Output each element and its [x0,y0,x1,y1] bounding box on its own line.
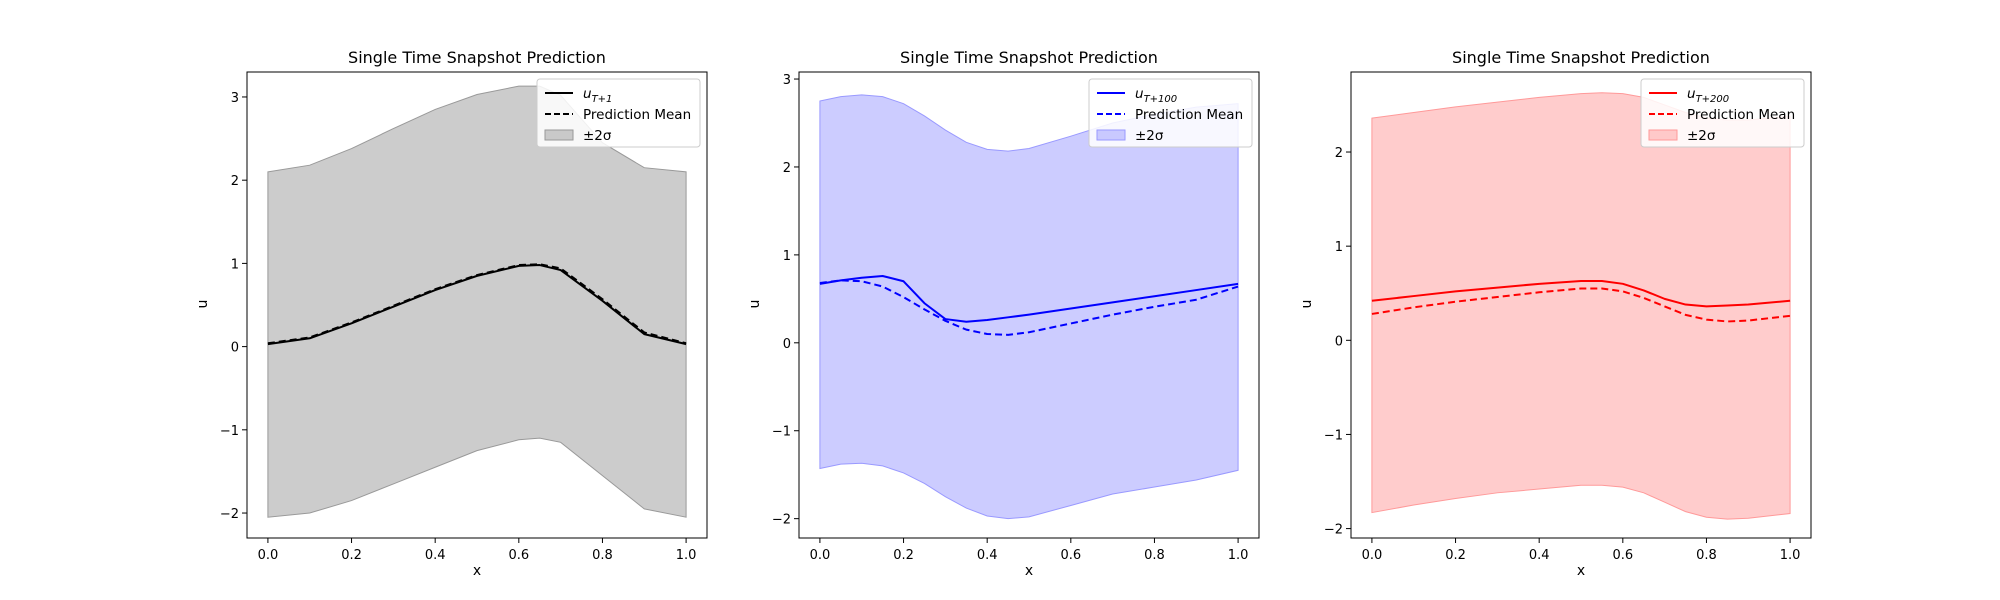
subplot-2-legend-label-text: ±2σ [1135,128,1164,144]
subplot-3-ytick-label: −1 [1324,428,1343,443]
subplot-3-legend: uT+200 Prediction Mean ±2σ [1640,78,1805,148]
subplot-1-title: Single Time Snapshot Prediction [348,48,606,67]
subplot-2-xtick-label: 0.2 [893,548,914,563]
subplot-1: Single Time Snapshot Prediction x u 0.0 0… [195,48,708,579]
subplot-3-legend-handle-band [1648,129,1678,141]
subplot-2-true-line [819,274,1239,323]
subplot-1-ytick-label: 1 [231,257,239,272]
subplot-3-ylabel: u [1299,300,1315,309]
subplot-1-xtick-label: 0.6 [508,548,529,563]
subplot-2-title: Single Time Snapshot Prediction [900,48,1158,67]
subplot-1-band-2sigma [267,85,687,518]
subplot-1-xtick-label: 0.8 [592,548,613,563]
subplot-3-legend-label: ±2σ [1687,128,1716,144]
subplot-1-legend: uT+1 Prediction Mean ±2σ [536,78,701,148]
subplot-2-ylabel: u [747,300,763,309]
subplot-1-prediction-mean-line [267,263,687,345]
subplot-1-legend-label: uT+1 [583,86,612,105]
subplot-1-legend-label-subscript: T+1 [592,94,613,105]
subplot-1-ytick-label: 0 [231,341,239,356]
subplot-3-legend-label: uT+200 [1687,86,1729,105]
subplot-1-ytick-label: 2 [231,174,239,189]
subplot-3: Single Time Snapshot Prediction x u 0.0 0… [1299,48,1812,579]
subplot-3-xtick-label: 0.4 [1529,548,1550,563]
subplot-1-legend-label: Prediction Mean [583,107,691,123]
subplot-3-legend-label-text: Prediction Mean [1687,107,1795,123]
subplot-1-legend-label-text: u [583,86,592,102]
subplot-1-xtick-label: 0.0 [258,548,279,563]
subplot-1-legend-handle-band [544,129,574,141]
subplot-3-ytick-label: 1 [1335,240,1343,255]
subplot-2-legend: uT+100 Prediction Mean ±2σ [1088,78,1253,148]
subplot-2-ytick-label: 1 [783,249,791,264]
subplot-1-ylabel: u [195,300,211,309]
subplot-3-legend-box [1640,78,1805,148]
subplot-2-axes-frame [798,71,1260,539]
subplot-2-legend-label: Prediction Mean [1135,107,1243,123]
subplot-3-legend-label-text: ±2σ [1687,128,1716,144]
subplot-2-legend-label-subscript: T+100 [1144,94,1178,105]
subplot-2-legend-label-text: u [1135,86,1144,102]
subplot-3-true-line [1371,279,1791,308]
subplot-2-xlabel: x [1025,563,1033,579]
subplot-1-ytick-label: −1 [220,424,239,439]
subplot-3-legend-label: Prediction Mean [1687,107,1795,123]
subplot-3-xtick-label: 0.0 [1362,548,1383,563]
subplot-1-ytick-label: −2 [220,507,239,522]
subplot-1-xlabel: x [473,563,481,579]
subplot-3-legend-label-subscript: T+200 [1696,94,1730,105]
subplot-1-legend-box [536,78,701,148]
subplot-3-band-2sigma [1371,92,1791,520]
subplot-2-ytick-label: 0 [783,337,791,352]
subplot-1-axes-frame [246,71,708,539]
subplot-2-legend-box [1088,78,1253,148]
subplot-2-legend-handle-band [1096,129,1126,141]
subplot-2-xtick-label: 1.0 [1228,548,1249,563]
subplot-3-legend-label-text: u [1687,86,1696,102]
subplot-3-xtick-label: 0.6 [1612,548,1633,563]
subplot-3-title: Single Time Snapshot Prediction [1452,48,1710,67]
subplot-2: Single Time Snapshot Prediction x u 0.0 0… [747,48,1260,579]
subplot-3-ytick-label: 0 [1335,334,1343,349]
subplot-2-ytick-label: 3 [783,73,791,88]
subplot-1-xtick-label: 0.4 [425,548,446,563]
subplot-2-prediction-mean-line [819,279,1239,336]
subplot-3-xtick-label: 0.8 [1696,548,1717,563]
subplot-1-legend-label: ±2σ [583,128,612,144]
subplot-2-ytick-label: −2 [772,513,791,528]
subplot-1-legend-label-text: Prediction Mean [583,107,691,123]
subplot-2-xtick-label: 0.4 [977,548,998,563]
subplot-1-ytick-label: 3 [231,91,239,106]
subplot-1-xtick-label: 1.0 [676,548,697,563]
subplot-3-ytick-label: −2 [1324,523,1343,538]
subplot-1-legend-label-text: ±2σ [583,128,612,144]
subplot-3-axes-frame [1350,71,1812,539]
subplot-3-xtick-label: 1.0 [1780,548,1801,563]
subplot-3-xtick-label: 0.2 [1445,548,1466,563]
subplot-1-xtick-label: 0.2 [341,548,362,563]
subplot-2-legend-label: ±2σ [1135,128,1164,144]
subplot-2-xtick-label: 0.8 [1144,548,1165,563]
subplot-2-xtick-label: 0.6 [1060,548,1081,563]
subplot-2-band-2sigma [819,94,1239,520]
subplot-3-xlabel: x [1577,563,1585,579]
subplot-3-prediction-mean-line [1371,287,1791,323]
subplot-2-ytick-label: −1 [772,425,791,440]
subplot-2-xtick-label: 0.0 [810,548,831,563]
subplot-2-ytick-label: 2 [783,161,791,176]
subplot-2-legend-label-text: Prediction Mean [1135,107,1243,123]
subplot-2-legend-label: uT+100 [1135,86,1177,105]
subplot-3-ytick-label: 2 [1335,146,1343,161]
